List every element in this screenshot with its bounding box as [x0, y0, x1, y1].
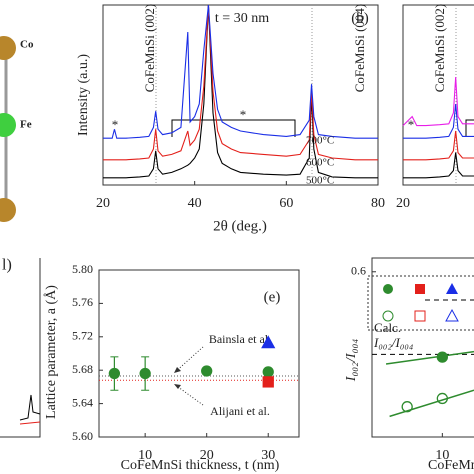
reference-label: Calc. — [374, 320, 401, 335]
legend-symbol — [445, 308, 459, 322]
peak-label: CoFeMnSi (002) — [432, 4, 447, 92]
series-label: 700°C — [306, 135, 334, 147]
asterisk: * — [112, 117, 119, 132]
marker — [262, 366, 274, 378]
x-tick-label: 60 — [279, 196, 293, 211]
x-tick-label: 20 — [200, 448, 214, 463]
fit-line — [389, 389, 474, 418]
x-tick-label: 20 — [96, 196, 110, 211]
curve-fragment — [19, 394, 41, 421]
frame — [402, 4, 474, 186]
x-tick-label: 80 — [371, 196, 385, 211]
reference-label: Bainsla et al. — [209, 332, 271, 346]
bracket — [465, 119, 474, 137]
y-tick-label: 0.6 — [351, 264, 366, 278]
frame — [102, 4, 379, 186]
y-tick-label: 5.68 — [72, 362, 93, 376]
legend-symbol — [414, 310, 426, 322]
legend-box — [367, 275, 474, 331]
peak-label: CoFeMnSi (002) — [142, 4, 157, 92]
series-line — [103, 4, 378, 161]
arrow — [173, 346, 204, 374]
marker — [261, 335, 276, 349]
legend-symbol — [415, 284, 425, 294]
series-line — [103, 4, 378, 139]
atom-label: Co — [20, 39, 34, 51]
reference-label: I₀₀₂/I₀₀₄ — [373, 335, 414, 350]
frame — [98, 269, 300, 438]
series-label: 500°C — [306, 174, 334, 186]
atom-label: Fe — [20, 119, 32, 131]
y-axis-label: Intensity (a.u.) — [76, 54, 91, 136]
x-tick-label: 40 — [188, 196, 202, 211]
series-line — [402, 76, 474, 127]
fe-atom — [0, 113, 16, 137]
y-tick-label: 5.80 — [72, 262, 93, 276]
marker — [201, 365, 213, 377]
marker — [436, 392, 448, 405]
legend-symbol — [382, 310, 394, 322]
curve-fragment — [19, 421, 41, 425]
y-tick-label: 5.72 — [72, 329, 93, 343]
panel-label: l) — [2, 257, 12, 274]
bracket — [171, 119, 296, 137]
marker — [108, 367, 121, 380]
co-atom — [0, 36, 16, 60]
frame — [371, 257, 474, 438]
fit-line — [385, 350, 474, 365]
arrow-head — [174, 367, 181, 373]
panel-label: (b) — [351, 10, 369, 26]
x-axis-label: CoFeMnSi thickness, t (nm) — [121, 458, 280, 473]
marker — [262, 376, 274, 388]
marker — [139, 367, 151, 380]
x-axis-label: CoFeMn — [428, 458, 474, 473]
y-tick-label: 5.76 — [72, 295, 93, 309]
arrow-head — [174, 384, 181, 389]
frame — [0, 258, 41, 438]
series-line — [403, 152, 474, 179]
series-label: 600°C — [306, 156, 334, 168]
legend-symbol — [383, 284, 393, 294]
legend-symbol — [446, 283, 458, 294]
series-line — [403, 103, 474, 139]
y-tick-label: 5.64 — [72, 395, 93, 409]
x-tick-label: 10 — [435, 448, 449, 463]
reference-label: Alijani et al. — [210, 404, 270, 418]
x-tick-label: 10 — [138, 448, 152, 463]
co-atom — [0, 198, 16, 222]
asterisk: * — [240, 107, 247, 122]
x-tick-label: 30 — [261, 448, 275, 463]
annotation: t = 30 nm — [215, 11, 269, 26]
panel-label: (e) — [264, 289, 281, 305]
y-tick-label: 5.60 — [72, 429, 93, 443]
marker — [401, 401, 413, 413]
marker — [436, 351, 448, 363]
peak-label: CoFeMnSi (004) — [352, 4, 367, 92]
series-line — [403, 130, 474, 161]
x-axis-label: 2θ (deg.) — [213, 218, 267, 234]
y-axis-label: I₀₀₂/I₀₀₄ — [344, 339, 359, 383]
y-axis-label: Lattice parameter, a (Å) — [43, 285, 59, 419]
asterisk: * — [408, 117, 415, 132]
x-tick-label: 20 — [396, 196, 410, 211]
